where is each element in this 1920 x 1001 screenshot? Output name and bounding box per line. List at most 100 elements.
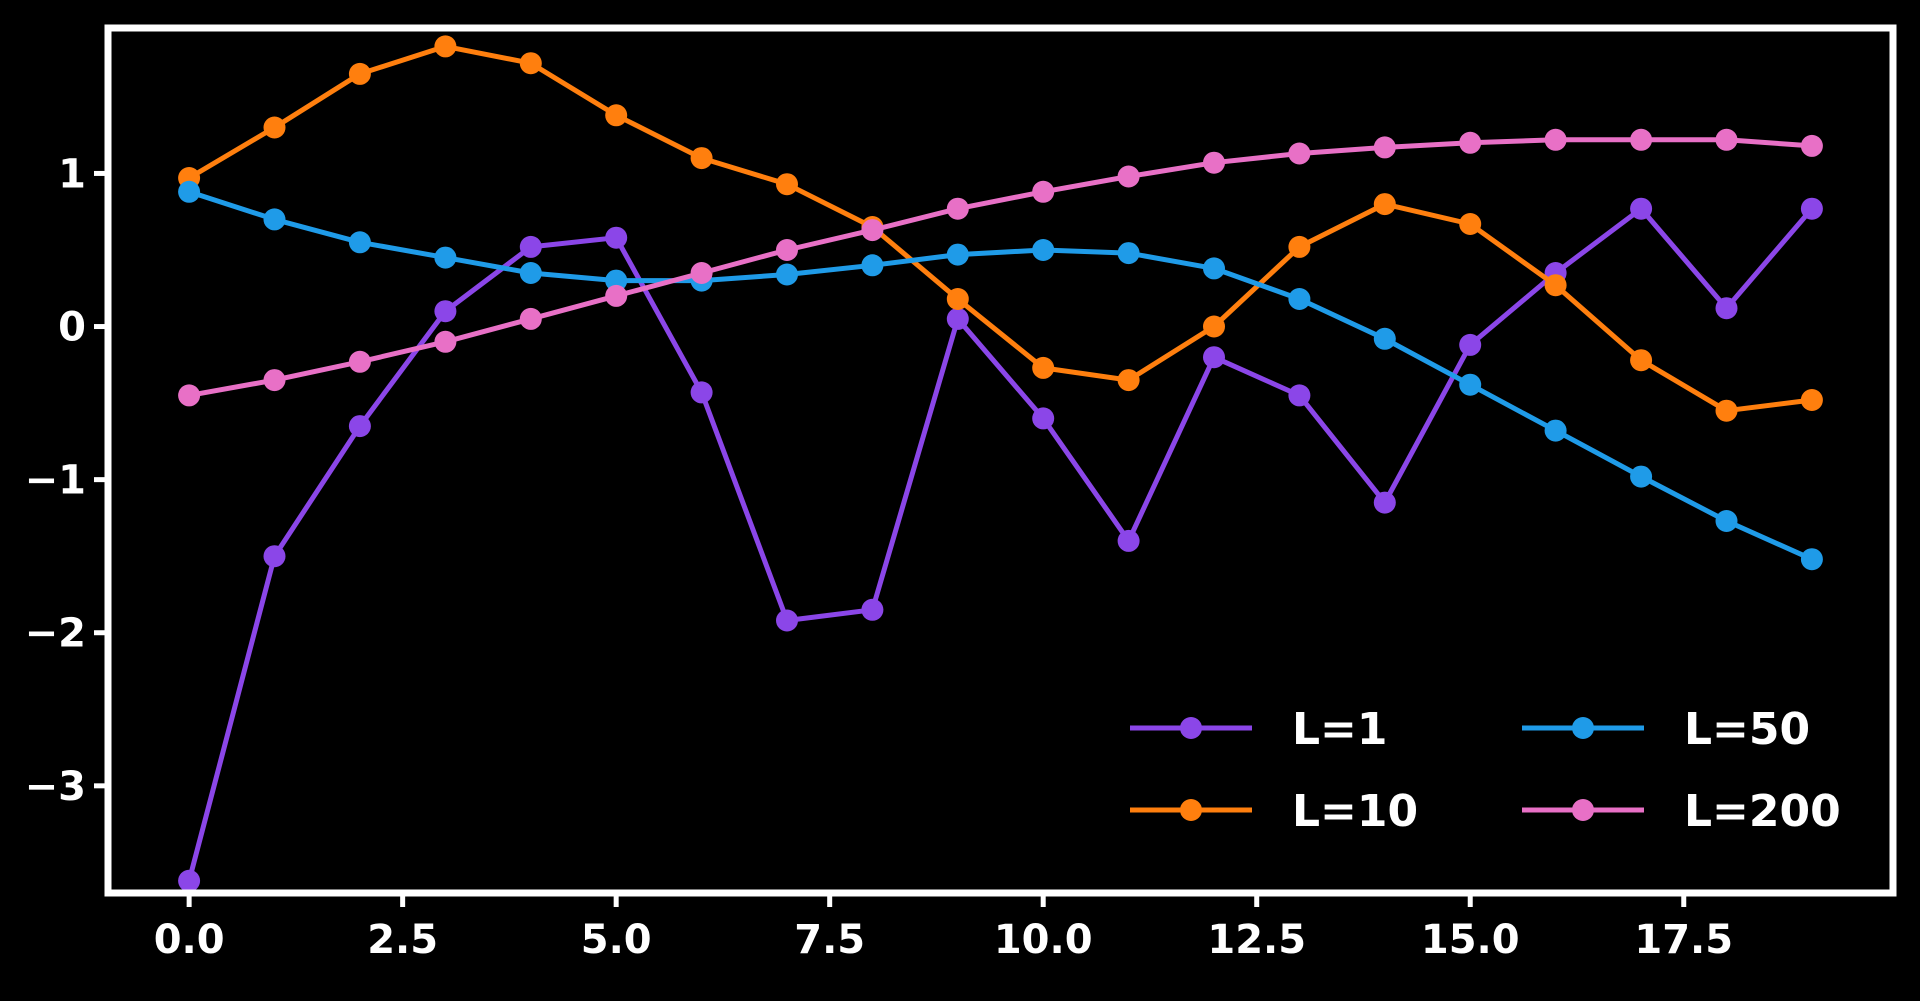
data-point xyxy=(1373,327,1396,350)
plot-frame xyxy=(104,24,1897,897)
data-point xyxy=(861,254,884,277)
data-point xyxy=(776,263,798,286)
y-axis-ticks: −3 −2 −1 0 1 xyxy=(25,151,108,810)
data-point xyxy=(1373,193,1396,216)
data-point xyxy=(776,609,798,632)
data-point xyxy=(1459,213,1482,235)
data-point xyxy=(1630,197,1653,220)
data-point xyxy=(605,226,628,249)
legend-item: L=1 xyxy=(1130,704,1388,755)
x-tick-label: 7.5 xyxy=(794,917,865,963)
data-point xyxy=(1630,465,1653,488)
y-tick-label: −1 xyxy=(25,458,86,504)
data-point xyxy=(178,384,201,407)
data-point xyxy=(519,52,542,75)
data-point xyxy=(1117,529,1140,552)
data-point xyxy=(178,180,201,203)
data-point xyxy=(1373,136,1396,159)
data-point xyxy=(690,262,713,284)
data-point xyxy=(434,300,457,323)
y-tick-label: −3 xyxy=(25,764,86,810)
data-point xyxy=(1800,389,1823,411)
data-point xyxy=(263,369,286,392)
series-line xyxy=(187,43,1813,414)
data-point xyxy=(348,415,371,438)
legend: L=1 L=10 L=50 L=200 xyxy=(1130,704,1841,837)
data-point xyxy=(1288,288,1311,310)
data-point xyxy=(605,284,628,307)
data-point xyxy=(1203,315,1225,338)
data-point xyxy=(1459,333,1482,356)
series-L=50 xyxy=(178,180,1823,571)
legend-label: L=50 xyxy=(1684,704,1810,755)
data-point xyxy=(946,288,969,310)
data-point xyxy=(776,173,798,196)
data-point xyxy=(946,307,969,330)
y-tick-label: −2 xyxy=(25,611,86,657)
data-point xyxy=(348,350,371,373)
data-point xyxy=(1715,297,1738,320)
data-point xyxy=(1203,346,1225,369)
data-point xyxy=(1800,197,1823,220)
data-point xyxy=(1459,131,1482,154)
data-point xyxy=(946,243,969,266)
data-point xyxy=(1630,349,1653,372)
series-L=10 xyxy=(178,35,1823,422)
data-point xyxy=(1032,407,1055,430)
x-tick-label: 0.0 xyxy=(154,917,225,963)
data-point xyxy=(776,239,798,261)
data-point xyxy=(861,219,884,242)
x-tick-label: 5.0 xyxy=(581,917,652,963)
legend-item: L=200 xyxy=(1522,786,1841,837)
x-tick-label: 12.5 xyxy=(1207,917,1306,963)
legend-label: L=200 xyxy=(1684,786,1841,837)
x-tick-label: 15.0 xyxy=(1421,917,1520,963)
legend-marker xyxy=(1180,799,1202,821)
legend-label: L=1 xyxy=(1292,704,1388,755)
x-tick-label: 10.0 xyxy=(994,917,1093,963)
data-point xyxy=(263,116,286,139)
data-point xyxy=(1715,399,1738,422)
data-point xyxy=(1800,548,1823,571)
data-point xyxy=(1715,128,1738,151)
data-point xyxy=(519,235,542,258)
data-point xyxy=(519,262,542,284)
data-point xyxy=(605,104,628,127)
data-point xyxy=(605,269,628,292)
data-point xyxy=(1288,384,1311,407)
series-line xyxy=(188,189,1813,562)
data-point xyxy=(178,869,201,892)
legend-marker xyxy=(1572,799,1594,821)
series-line xyxy=(188,137,1813,398)
x-tick-label: 17.5 xyxy=(1634,917,1733,963)
data-point xyxy=(1117,369,1140,392)
data-point xyxy=(1032,239,1055,261)
data-point xyxy=(1800,134,1823,157)
data-point xyxy=(263,208,286,231)
data-point xyxy=(263,545,286,568)
data-point xyxy=(1373,491,1396,514)
data-point xyxy=(1459,373,1482,396)
data-point xyxy=(1203,151,1225,174)
data-point xyxy=(1630,128,1653,151)
y-tick-label: 1 xyxy=(58,151,86,197)
data-point xyxy=(1715,510,1738,532)
data-point xyxy=(1117,165,1140,188)
legend-marker xyxy=(1572,717,1594,739)
data-point xyxy=(861,598,884,621)
series-line xyxy=(186,206,1814,882)
data-point xyxy=(348,231,371,254)
legend-item: L=10 xyxy=(1130,786,1418,837)
data-point xyxy=(1203,257,1225,280)
data-point xyxy=(348,62,371,85)
series-L=1 xyxy=(178,197,1823,892)
legend-marker xyxy=(1180,717,1202,739)
y-tick-label: 0 xyxy=(58,305,86,351)
data-point xyxy=(1117,242,1140,265)
data-point xyxy=(1032,180,1055,203)
data-point xyxy=(690,381,713,404)
series-L=200 xyxy=(178,128,1823,407)
legend-item: L=50 xyxy=(1522,704,1810,755)
